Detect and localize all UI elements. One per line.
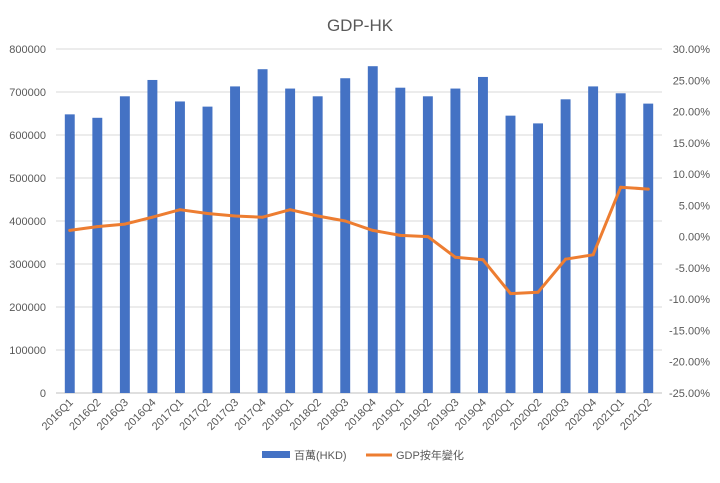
line-point: [646, 187, 650, 191]
bar: [505, 115, 516, 394]
bar: [64, 114, 75, 394]
bar: [643, 103, 654, 394]
line-point: [95, 225, 99, 229]
left-axis: 0 100000 200000 300000 400000 500000 600000 700…: [9, 44, 46, 400]
left-axis-tick-label: 500000: [9, 173, 46, 185]
left-axis-tick-label: 800000: [9, 44, 46, 56]
legend-label-bar: 百萬(HKD): [294, 449, 347, 462]
bar: [477, 76, 488, 393]
bar: [340, 78, 351, 394]
right-axis-tick-label: 10.00%: [673, 169, 711, 181]
line-point: [426, 235, 430, 239]
right-axis-tick-label: -5.00%: [675, 263, 710, 275]
line-point: [619, 185, 623, 189]
bar: [230, 86, 241, 393]
bar: [588, 86, 599, 393]
bar: [395, 87, 406, 393]
right-axis-tick-label: 15.00%: [673, 138, 711, 150]
right-axis-tick-label: 30.00%: [673, 44, 711, 56]
bar: [615, 93, 626, 393]
line-point: [233, 214, 237, 218]
line-point: [316, 214, 320, 218]
bar: [533, 123, 544, 393]
line-point: [178, 208, 182, 212]
line-point: [123, 222, 127, 226]
chart-title: GDP-HK: [327, 16, 394, 35]
line-point: [371, 228, 375, 232]
left-axis-tick-label: 100000: [9, 345, 46, 357]
line-point: [536, 290, 540, 294]
right-axis: -25.00% -20.00% -15.00% -10.00% -5.00% 0.00% 5…: [669, 44, 710, 400]
bar: [257, 69, 268, 394]
line-point: [206, 211, 209, 215]
line-point: [343, 219, 347, 223]
legend-label-line: GDP按年變化: [396, 448, 464, 462]
line-point: [453, 255, 457, 259]
left-axis-tick-label: 700000: [9, 87, 46, 99]
bar: [119, 96, 130, 394]
line-point: [591, 253, 595, 257]
left-axis-tick-label: 0: [40, 388, 46, 400]
bar-series: [64, 66, 654, 394]
right-axis-tick-label: -10.00%: [669, 294, 710, 306]
line-point: [481, 258, 485, 262]
line-point: [509, 292, 512, 296]
right-axis-tick-label: -20.00%: [669, 357, 710, 369]
right-axis-tick-label: -25.00%: [669, 388, 710, 400]
line-series: [68, 185, 650, 296]
bar: [285, 88, 296, 393]
right-axis-tick-label: 0.00%: [679, 232, 710, 244]
gridlines: [56, 48, 662, 394]
right-axis-tick-label: 20.00%: [673, 107, 711, 119]
bar: [422, 96, 433, 394]
bar: [174, 101, 185, 394]
bar: [560, 99, 571, 393]
x-axis: 2016Q12016Q22016Q32016Q42017Q12017Q22017…: [40, 397, 655, 433]
legend-swatch-bar: [262, 451, 290, 458]
bar: [147, 79, 158, 394]
legend: 百萬(HKD) GDP按年變化: [262, 448, 464, 462]
left-axis-tick-label: 200000: [9, 302, 46, 314]
bar: [92, 117, 103, 394]
line-series-path: [68, 185, 650, 296]
bar: [450, 88, 461, 393]
line-point: [68, 228, 72, 232]
line-point: [150, 215, 154, 219]
left-axis-tick-label: 300000: [9, 259, 46, 271]
right-axis-tick-label: 25.00%: [673, 75, 711, 87]
line-point: [261, 215, 265, 219]
line-point: [564, 257, 568, 261]
right-axis-tick-label: 5.00%: [679, 200, 710, 212]
line-point: [398, 233, 402, 237]
right-axis-tick-label: -15.00%: [669, 325, 710, 337]
bar: [202, 106, 213, 394]
bar: [312, 96, 323, 394]
line-point: [288, 208, 292, 212]
left-axis-tick-label: 400000: [9, 216, 46, 228]
left-axis-tick-label: 600000: [9, 130, 46, 142]
